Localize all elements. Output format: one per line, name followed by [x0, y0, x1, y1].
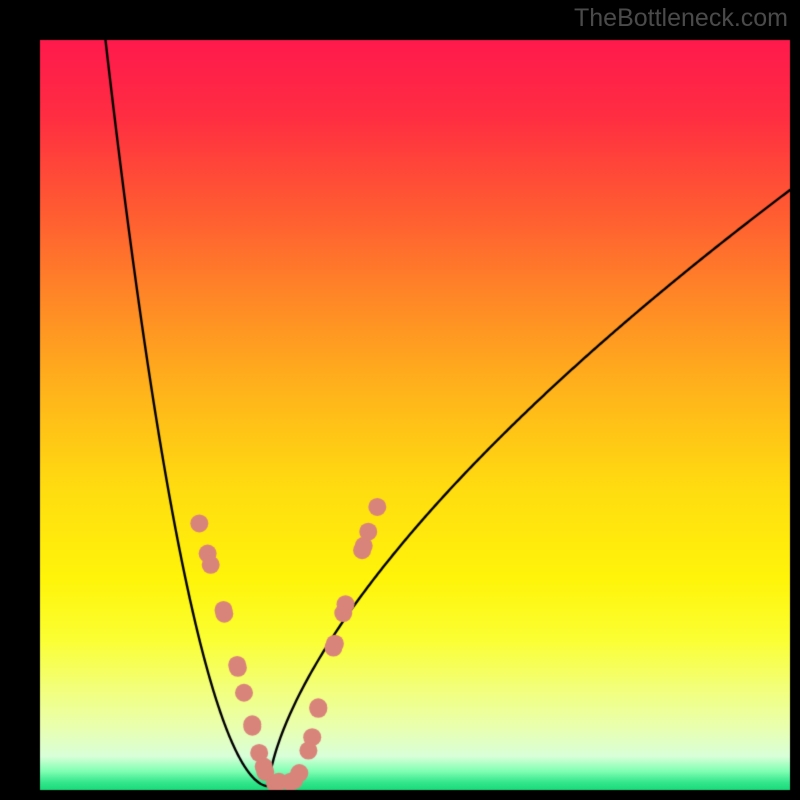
- attribution-text: TheBottleneck.com: [574, 4, 788, 33]
- bottleneck-chart-canvas: [0, 0, 800, 800]
